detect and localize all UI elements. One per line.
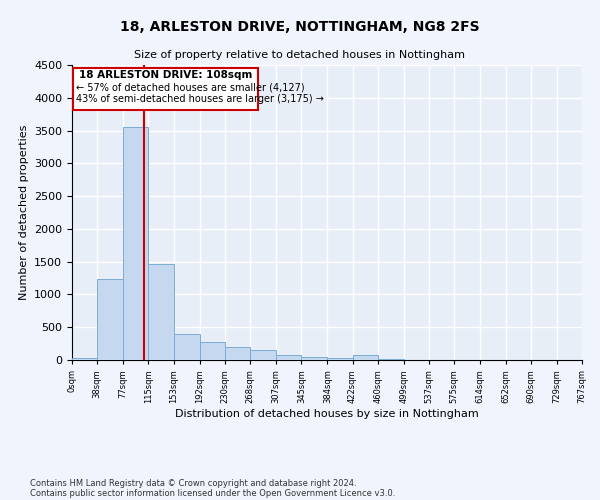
Bar bbox=[250, 350, 276, 360]
Bar bbox=[301, 356, 328, 360]
Bar bbox=[97, 280, 123, 360]
Bar bbox=[328, 358, 353, 360]
Bar bbox=[72, 358, 97, 360]
Text: 43% of semi-detached houses are larger (3,175) →: 43% of semi-detached houses are larger (… bbox=[76, 94, 324, 104]
Text: Contains HM Land Registry data © Crown copyright and database right 2024.: Contains HM Land Registry data © Crown c… bbox=[30, 478, 356, 488]
Bar bbox=[353, 356, 378, 360]
Text: Size of property relative to detached houses in Nottingham: Size of property relative to detached ho… bbox=[134, 50, 466, 60]
Bar bbox=[174, 334, 200, 360]
Text: Contains public sector information licensed under the Open Government Licence v3: Contains public sector information licen… bbox=[30, 488, 395, 498]
Y-axis label: Number of detached properties: Number of detached properties bbox=[19, 125, 29, 300]
Text: 18, ARLESTON DRIVE, NOTTINGHAM, NG8 2FS: 18, ARLESTON DRIVE, NOTTINGHAM, NG8 2FS bbox=[120, 20, 480, 34]
Text: 18 ARLESTON DRIVE: 108sqm: 18 ARLESTON DRIVE: 108sqm bbox=[79, 70, 253, 80]
X-axis label: Distribution of detached houses by size in Nottingham: Distribution of detached houses by size … bbox=[175, 408, 479, 418]
FancyBboxPatch shape bbox=[73, 68, 258, 110]
Bar bbox=[148, 264, 174, 360]
Bar bbox=[200, 342, 225, 360]
Bar bbox=[123, 126, 148, 360]
Bar bbox=[276, 355, 301, 360]
Bar bbox=[225, 347, 250, 360]
Text: ← 57% of detached houses are smaller (4,127): ← 57% of detached houses are smaller (4,… bbox=[76, 82, 305, 92]
